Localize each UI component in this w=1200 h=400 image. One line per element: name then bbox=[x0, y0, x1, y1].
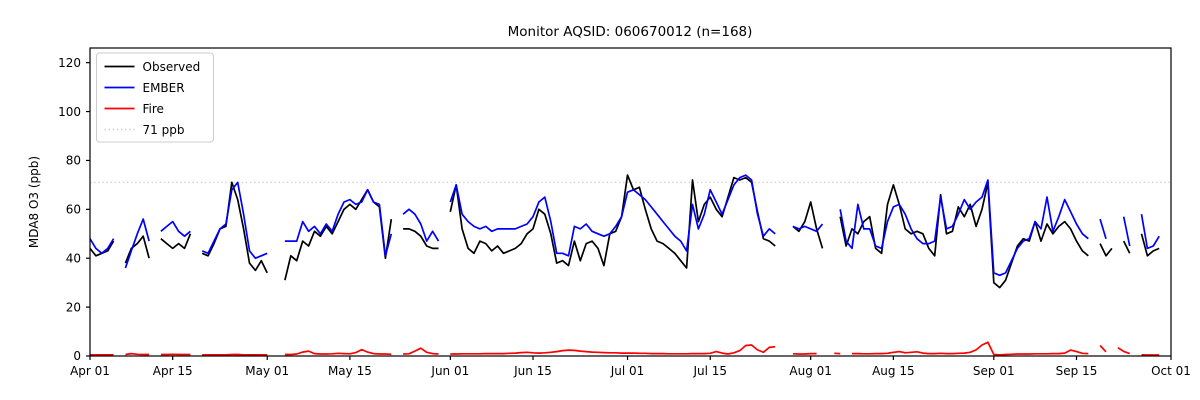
observed-line-segment bbox=[403, 228, 439, 250]
ember-line-segment bbox=[792, 223, 824, 233]
observed-line-segment bbox=[160, 233, 192, 250]
x-tick-label: Apr 01 bbox=[70, 364, 110, 378]
y-tick-label: 80 bbox=[66, 154, 81, 168]
legend-label-71-ppb: 71 ppb bbox=[143, 123, 185, 137]
fire-line-segment bbox=[284, 348, 392, 356]
series-layer bbox=[89, 174, 1160, 356]
ember-line-segment bbox=[1140, 214, 1160, 250]
observed-line-segment bbox=[201, 181, 268, 274]
ember-line-segment bbox=[1122, 216, 1131, 247]
plot-border bbox=[89, 47, 1172, 357]
ember-line-segment bbox=[839, 179, 1089, 277]
ember-line-segment bbox=[160, 220, 191, 238]
observed-line-segment bbox=[1140, 233, 1160, 257]
y-tick-label: 60 bbox=[66, 203, 81, 217]
ember-line-segment bbox=[124, 218, 150, 269]
ember-line-segment bbox=[89, 238, 115, 255]
observed-line-segment bbox=[792, 201, 824, 249]
fire-line-segment bbox=[852, 341, 1089, 356]
ember-line-segment bbox=[402, 208, 440, 242]
legend-label-ember: EMBER bbox=[143, 81, 185, 95]
x-tick-label: Sep 15 bbox=[1056, 364, 1098, 378]
legend-label-fire: Fire bbox=[143, 102, 164, 116]
fire-line-segment bbox=[450, 344, 776, 355]
ember-line-segment bbox=[449, 174, 776, 257]
x-tick-label: May 01 bbox=[245, 364, 289, 378]
legend-box bbox=[96, 52, 214, 143]
x-tick-label: Sep 01 bbox=[973, 364, 1015, 378]
y-axis-label: MDA8 O3 (ppb) bbox=[27, 156, 41, 248]
x-tick-label: Jul 15 bbox=[692, 364, 727, 378]
x-tick-label: Jul 01 bbox=[610, 364, 645, 378]
plot-frame bbox=[89, 47, 1172, 357]
fire-line-segment bbox=[1099, 344, 1107, 353]
x-tick-label: Apr 15 bbox=[153, 364, 193, 378]
ember-line-segment bbox=[201, 181, 268, 260]
fire-line-segment bbox=[1117, 346, 1130, 355]
x-tick-label: Aug 01 bbox=[789, 364, 832, 378]
ember-line-segment bbox=[284, 188, 393, 257]
chart-title: Monitor AQSID: 060670012 (n=168) bbox=[508, 24, 753, 40]
y-tick-label: 0 bbox=[73, 349, 81, 363]
x-tick-label: Jun 15 bbox=[513, 364, 552, 378]
y-tick-label: 120 bbox=[58, 56, 81, 70]
x-tick-label: May 15 bbox=[328, 364, 372, 378]
observed-line-segment bbox=[449, 174, 776, 269]
x-tick-label: Jun 01 bbox=[430, 364, 469, 378]
observed-line-segment bbox=[1099, 243, 1113, 257]
y-tick-label: 40 bbox=[66, 251, 81, 265]
y-tick-label: 100 bbox=[58, 105, 81, 119]
ember-line-segment bbox=[1099, 218, 1107, 239]
x-tick-label: Oct 01 bbox=[1151, 364, 1191, 378]
axis-ticks: 0 20 40 60 80 100 120 Apr 01 Apr 15 May 01 May 15 J… bbox=[58, 56, 1191, 378]
observed-line-segment bbox=[839, 181, 1089, 289]
observed-line-segment bbox=[1122, 240, 1131, 254]
y-tick-label: 20 bbox=[66, 300, 81, 314]
x-tick-label: Aug 15 bbox=[872, 364, 915, 378]
fire-line-segment bbox=[125, 352, 150, 356]
legend: Observed EMBER Fire 71 ppb bbox=[96, 52, 214, 143]
fire-line-segment bbox=[403, 347, 439, 355]
legend-label-observed: Observed bbox=[143, 60, 201, 74]
observed-line-segment bbox=[124, 235, 150, 264]
